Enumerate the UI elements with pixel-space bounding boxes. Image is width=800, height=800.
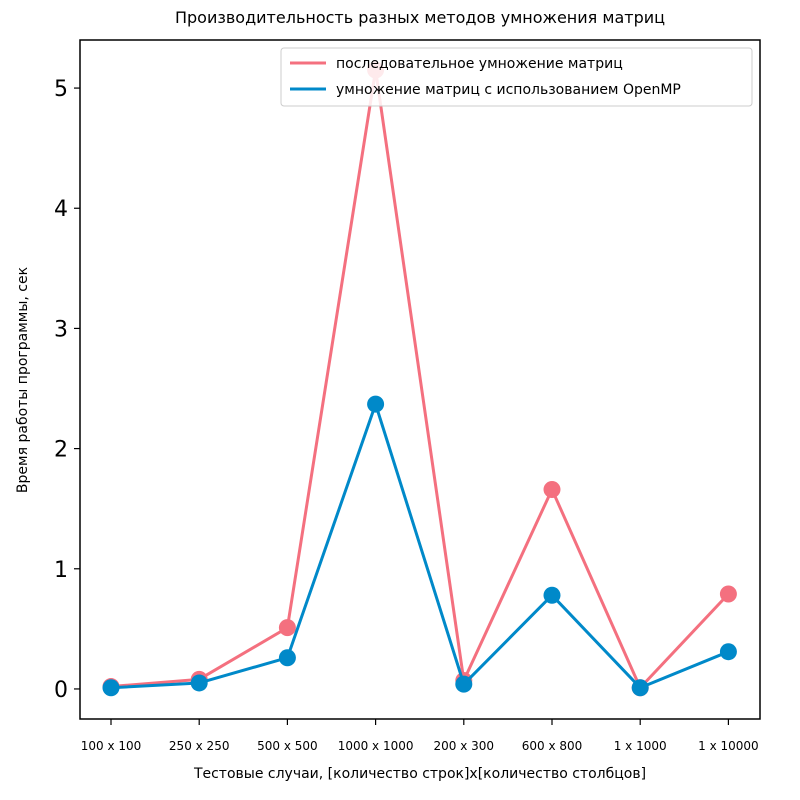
data-point xyxy=(190,674,208,692)
x-tick-label: 1 x 10000 xyxy=(698,739,759,753)
x-tick-label: 1000 x 1000 xyxy=(338,739,414,753)
y-axis-label: Время работы программы, сек xyxy=(15,267,31,493)
x-tick-label: 200 x 300 xyxy=(434,739,495,753)
legend: последовательное умножение матриц умноже… xyxy=(280,47,753,107)
series-line xyxy=(110,402,729,690)
series-openmp xyxy=(102,395,737,697)
data-point xyxy=(455,675,473,693)
legend-box xyxy=(280,47,753,107)
x-tick-label: 500 x 500 xyxy=(257,739,318,753)
data-point xyxy=(719,585,737,603)
plot-area: последовательное умножение матриц умноже… xyxy=(79,39,761,720)
y-tick-label: 5 xyxy=(54,77,68,102)
x-tick-label: 600 x 800 xyxy=(522,739,583,753)
x-tick-label: 250 x 250 xyxy=(169,739,230,753)
legend-label-sequential: последовательное умножение матриц xyxy=(336,56,623,72)
chart-title: Производительность разных методов умноже… xyxy=(175,8,665,27)
y-tick-label: 3 xyxy=(54,317,68,342)
x-axis-label: Тестовые случаи, [количество строк]x[кол… xyxy=(193,766,646,782)
y-tick-label: 0 xyxy=(54,678,68,703)
series-sequential xyxy=(102,61,737,697)
y-tick-label: 2 xyxy=(54,438,68,463)
y-tick-label: 4 xyxy=(54,197,68,222)
data-point xyxy=(631,679,649,697)
legend-label-openmp: умножение матриц с использованием OpenMP xyxy=(336,82,681,98)
data-point xyxy=(102,679,120,697)
data-point xyxy=(367,395,385,413)
y-axis: 0 1 2 3 4 5 xyxy=(54,77,80,703)
series-layer xyxy=(102,61,737,697)
data-point xyxy=(543,586,561,604)
plot-frame xyxy=(79,39,761,720)
series-line xyxy=(110,68,730,690)
data-point xyxy=(543,480,561,498)
data-point xyxy=(278,649,296,667)
x-tick-label: 100 x 100 xyxy=(81,739,142,753)
y-tick-label: 1 xyxy=(54,558,68,583)
x-tick-label: 1 x 1000 xyxy=(614,739,667,753)
x-axis: 100 x 100 250 x 250 500 x 500 1000 x 1000 20… xyxy=(81,719,759,753)
data-point xyxy=(278,619,296,637)
data-point xyxy=(719,643,737,661)
